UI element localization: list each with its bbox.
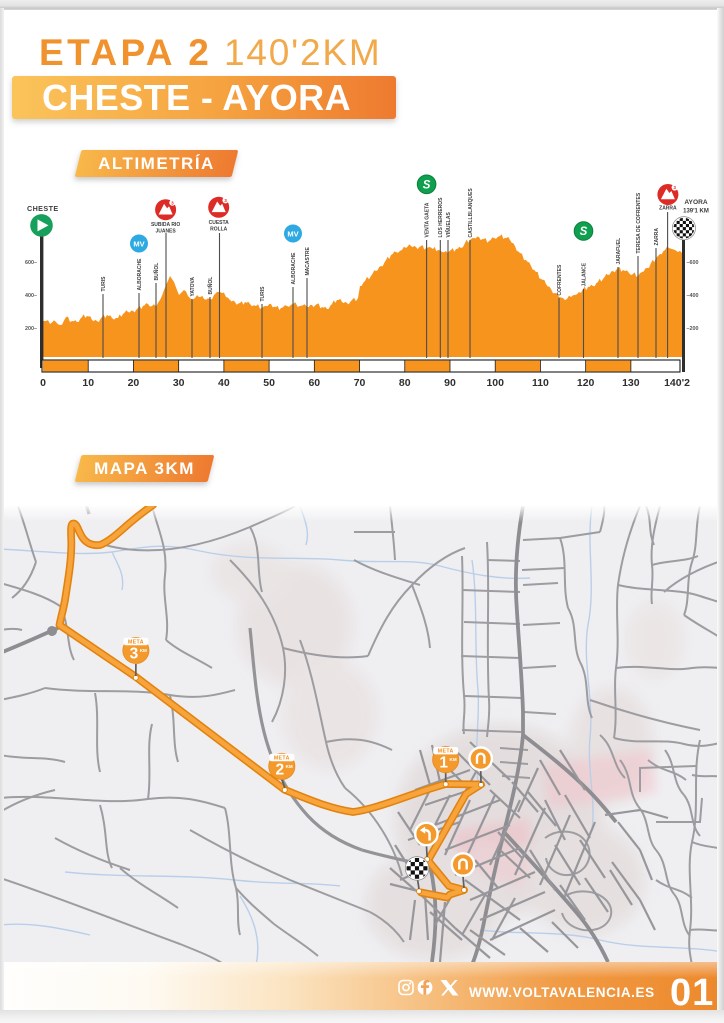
- svg-text:META: META: [438, 749, 454, 755]
- svg-text:MV: MV: [133, 240, 144, 249]
- svg-text:0: 0: [40, 377, 46, 389]
- svg-text:KM: KM: [286, 764, 293, 769]
- svg-text:YATOVA: YATOVA: [190, 277, 196, 297]
- svg-text:10: 10: [82, 377, 94, 389]
- svg-text:META: META: [128, 640, 144, 646]
- svg-text:ROLLA: ROLLA: [210, 227, 228, 233]
- svg-text:VIÑUELAS: VIÑUELAS: [445, 212, 452, 238]
- svg-text:TURIS: TURIS: [260, 286, 266, 302]
- svg-text:JUANES: JUANES: [155, 229, 176, 235]
- svg-text:KM: KM: [140, 648, 147, 653]
- svg-text:40: 40: [218, 377, 230, 389]
- svg-text:META: META: [274, 756, 290, 762]
- svg-text:140'2: 140'2: [664, 377, 690, 389]
- svg-text:3: 3: [224, 198, 227, 203]
- svg-text:CASTILLBLANQUES: CASTILLBLANQUES: [468, 188, 474, 238]
- svg-text:TURIS: TURIS: [101, 276, 107, 292]
- svg-text:600–: 600–: [25, 260, 37, 266]
- svg-text:CHESTE: CHESTE: [27, 204, 59, 213]
- svg-text:CUESTA: CUESTA: [209, 220, 230, 226]
- svg-text:S: S: [423, 179, 431, 191]
- svg-text:ALBORACHE: ALBORACHE: [291, 252, 297, 285]
- svg-text:3: 3: [673, 185, 676, 190]
- svg-text:130: 130: [622, 377, 640, 389]
- svg-text:MV: MV: [287, 230, 298, 239]
- svg-text:ZARRA: ZARRA: [654, 228, 660, 246]
- svg-text:3: 3: [130, 645, 139, 662]
- svg-text:70: 70: [354, 377, 366, 389]
- svg-text:100: 100: [486, 377, 504, 389]
- svg-text:–400: –400: [687, 293, 699, 299]
- svg-text:ZARRA: ZARRA: [659, 206, 677, 212]
- svg-text:400–: 400–: [25, 293, 37, 299]
- svg-text:S: S: [580, 226, 588, 238]
- svg-text:60: 60: [308, 377, 320, 389]
- svg-text:TERESA DE COFRENTES: TERESA DE COFRENTES: [636, 192, 642, 253]
- svg-text:LOS HERREROS: LOS HERREROS: [438, 197, 444, 238]
- svg-text:110: 110: [532, 377, 549, 389]
- svg-text:VENTA GAETA: VENTA GAETA: [424, 202, 430, 237]
- svg-text:–200: –200: [687, 326, 699, 332]
- svg-text:1: 1: [439, 755, 448, 772]
- svg-text:MACASTRE: MACASTRE: [305, 247, 311, 276]
- svg-text:3: 3: [171, 200, 174, 205]
- svg-text:80: 80: [399, 377, 411, 389]
- svg-text:KM: KM: [450, 757, 457, 762]
- svg-text:COFRENTES: COFRENTES: [557, 264, 563, 296]
- svg-text:90: 90: [444, 377, 456, 389]
- svg-text:20: 20: [128, 377, 140, 389]
- svg-text:50: 50: [263, 377, 275, 389]
- svg-text:2: 2: [275, 761, 284, 778]
- svg-text:JALANCE: JALANCE: [581, 262, 587, 286]
- svg-text:200–: 200–: [25, 326, 37, 332]
- svg-text:30: 30: [173, 377, 185, 389]
- svg-text:BUÑOL: BUÑOL: [207, 277, 214, 295]
- svg-text:ALBORACHE: ALBORACHE: [137, 258, 143, 291]
- svg-text:SUBIDA RIO: SUBIDA RIO: [151, 222, 180, 228]
- svg-text:–600: –600: [687, 260, 699, 266]
- svg-text:JARAFUEL: JARAFUEL: [616, 238, 622, 265]
- svg-text:120: 120: [577, 377, 595, 389]
- svg-text:AYORA: AYORA: [684, 199, 707, 206]
- svg-text:BUÑOL: BUÑOL: [153, 263, 160, 281]
- svg-text:139'1 KM: 139'1 KM: [683, 209, 709, 215]
